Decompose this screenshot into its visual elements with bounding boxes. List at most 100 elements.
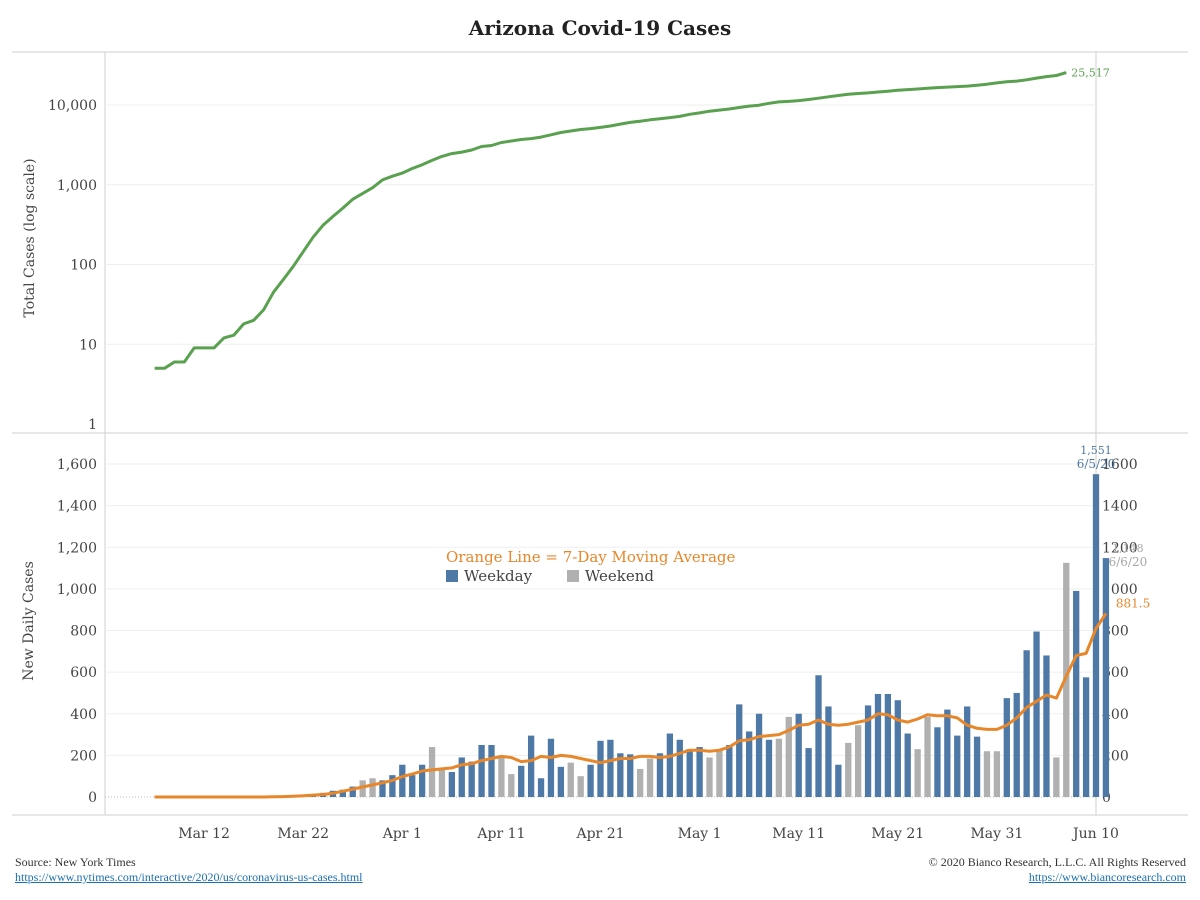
weekend-bar <box>706 757 713 797</box>
legend-weekday-label: Weekday <box>464 567 533 585</box>
weekday-bar <box>805 748 812 797</box>
bottom-y-axis-label: New Daily Cases <box>21 561 37 681</box>
moving-average-line <box>154 612 1108 799</box>
weekday-bar <box>1092 474 1100 797</box>
left-y-tick-label: 400 <box>70 707 97 723</box>
weekday-bar <box>676 739 683 797</box>
weekday-bar <box>904 733 911 797</box>
x-tick-label: Apr 1 <box>382 826 422 842</box>
weekday-bar <box>736 704 743 797</box>
top-y-axis-label: Total Cases (log scale) <box>22 158 38 318</box>
weekday-bar <box>815 675 822 797</box>
x-tick-label: Mar 12 <box>178 826 230 842</box>
weekday-bar <box>1082 677 1090 797</box>
left-y-tick-label: 0 <box>88 790 97 806</box>
weekend-bar <box>993 751 1001 797</box>
weekday-bar <box>954 735 961 797</box>
weekday-bar <box>1033 631 1040 797</box>
weekday-bar <box>339 789 346 797</box>
peak-weekend-date: 6/6/20 <box>1109 555 1148 569</box>
weekday-bar <box>448 772 455 797</box>
peak-weekday-value: 1,551 <box>1080 444 1112 457</box>
left-y-tick-label: 800 <box>70 624 97 640</box>
chart-title: Arizona Covid-19 Cases <box>468 16 732 40</box>
weekday-bar <box>1102 558 1110 797</box>
right-y-tick-label: 1400 <box>1102 499 1138 515</box>
weekday-bar <box>864 705 872 797</box>
weekend-bar <box>369 778 376 797</box>
weekday-bar <box>597 740 604 797</box>
weekday-bar <box>418 764 426 797</box>
site-link[interactable]: https://www.biancoresearch.com <box>1028 870 1186 884</box>
total-end-label: 25,517 <box>1071 67 1110 80</box>
legend-weekend-label: Weekend <box>584 567 655 585</box>
x-tick-label: May 31 <box>970 826 1023 842</box>
weekday-bar <box>825 706 832 797</box>
weekday-bar <box>696 747 703 797</box>
weekend-bar <box>855 725 862 797</box>
weekday-bar <box>884 693 892 797</box>
series-lines <box>154 71 1108 799</box>
x-tick-label: Jun 10 <box>1071 826 1119 842</box>
top-y-tick-label: 1,000 <box>57 178 97 194</box>
weekday-bar <box>547 738 555 797</box>
copyright-text: © 2020 Bianco Research, L.L.C. All Right… <box>928 855 1186 869</box>
weekday-bar <box>1023 650 1030 797</box>
weekday-bar <box>835 764 842 797</box>
weekend-bar <box>359 780 366 797</box>
weekend-bar <box>508 774 515 797</box>
weekday-bar <box>349 786 356 797</box>
top-y-tick-label: 10,000 <box>48 98 97 114</box>
left-y-tick-label: 1,200 <box>57 540 97 556</box>
legend: Orange Line = 7-Day Moving Average Weekd… <box>446 548 735 585</box>
weekday-bar <box>389 775 396 797</box>
weekend-bar <box>646 758 654 797</box>
weekend-bar <box>845 742 852 797</box>
weekday-bar <box>379 780 386 797</box>
right-y-tick-label: 1000 <box>1102 582 1138 598</box>
x-tick-label: Mar 22 <box>277 826 329 842</box>
weekend-swatch <box>566 570 579 582</box>
peak-weekday-date: 6/5/20 <box>1077 457 1116 471</box>
weekend-bar <box>438 769 446 797</box>
left-y-tick-label: 200 <box>70 748 97 764</box>
weekday-bar <box>627 754 634 797</box>
weekday-bar <box>468 761 475 797</box>
weekday-bar <box>518 765 525 797</box>
weekday-bar <box>973 736 981 797</box>
weekday-bar <box>527 735 535 797</box>
weekday-bar <box>934 727 941 797</box>
right-y-tick-label: 0 <box>1102 790 1111 806</box>
source-link[interactable]: https://www.nytimes.com/interactive/2020… <box>15 870 363 884</box>
weekday-bar <box>488 744 495 797</box>
weekday-bar <box>755 713 763 797</box>
peak-weekend-value: 1,148 <box>1112 542 1144 555</box>
x-axis-ticks: Mar 12 Mar 22 Apr 1 Apr 11 Apr 21 May 1 May 11… <box>178 826 1119 842</box>
weekend-bar <box>775 738 783 797</box>
weekend-bar <box>498 757 505 797</box>
total-cases-line <box>154 71 1067 370</box>
chart-frame <box>12 51 1188 816</box>
x-tick-label: Apr 21 <box>575 826 624 842</box>
moving-average-end-label: 881.5 <box>1116 597 1150 611</box>
legend-title: Orange Line = 7-Day Moving Average <box>446 548 736 566</box>
weekday-bar <box>557 766 565 797</box>
weekday-bar <box>587 764 594 797</box>
legend-item-weekend: Weekend <box>566 567 655 585</box>
x-tick-label: May 11 <box>772 826 825 842</box>
weekday-bar <box>1043 655 1050 797</box>
weekday-bar <box>874 693 882 797</box>
weekday-swatch <box>446 570 458 582</box>
legend-item-weekday: Weekday <box>446 567 532 585</box>
weekday-bar <box>964 706 971 797</box>
x-tick-label: Apr 11 <box>476 826 525 842</box>
left-y-tick-label: 600 <box>70 665 97 681</box>
weekday-bar <box>746 731 753 797</box>
weekday-bar <box>726 744 733 797</box>
source-text: Source: New York Times <box>15 855 136 869</box>
x-tick-label: May 1 <box>678 826 722 842</box>
weekday-bar <box>894 700 901 797</box>
weekday-bar <box>666 733 674 797</box>
weekday-bar <box>1003 698 1010 797</box>
weekday-bar <box>399 764 406 797</box>
